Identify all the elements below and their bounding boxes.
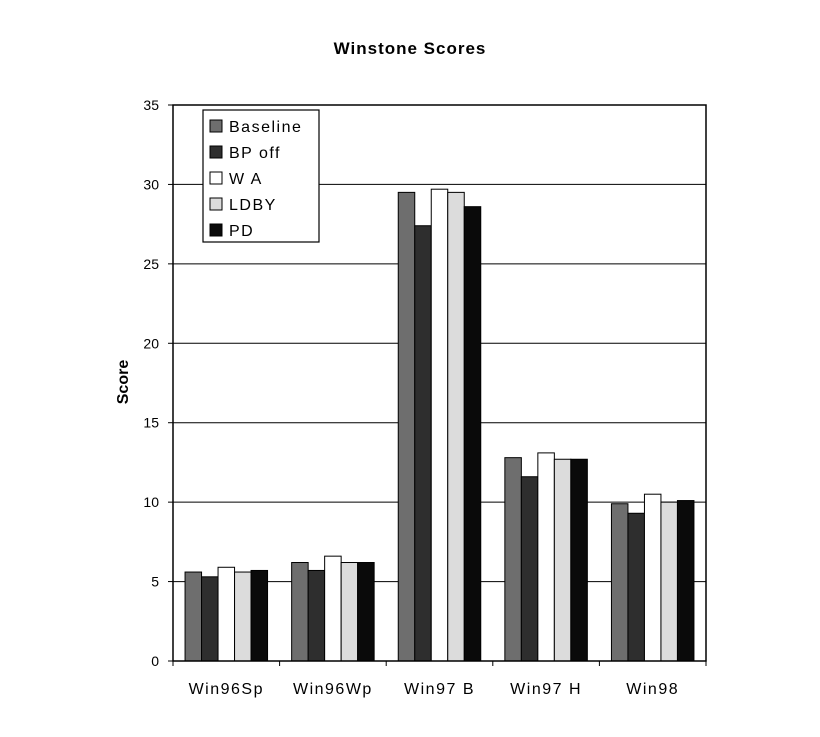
bar-w-a-win98 bbox=[643, 493, 662, 662]
legend-swatch bbox=[209, 197, 223, 211]
legend-swatch bbox=[209, 119, 223, 133]
bar-ldby-win98 bbox=[660, 501, 678, 662]
legend-label: W A bbox=[229, 171, 263, 188]
bar-bp-off-win96wp bbox=[307, 569, 326, 662]
bar-ldby-win97-b bbox=[447, 191, 465, 662]
bar-ldby-win96wp bbox=[340, 562, 359, 662]
y-tick-label: 15 bbox=[143, 415, 159, 431]
legend-swatch bbox=[209, 145, 223, 159]
bar-pd-win96sp bbox=[250, 569, 269, 662]
bar-ldby-win96sp bbox=[234, 571, 252, 662]
legend-swatch bbox=[209, 223, 223, 237]
x-tick-label: Win96Sp bbox=[189, 681, 264, 698]
legend-label: Baseline bbox=[229, 119, 302, 136]
x-tick-label: Win97 H bbox=[510, 681, 582, 698]
legend-label: LDBY bbox=[229, 197, 277, 214]
bar-w-a-win97-h bbox=[537, 452, 555, 662]
y-tick-label: 30 bbox=[143, 176, 159, 192]
plot-frame bbox=[172, 104, 707, 662]
bar-pd-win97-h bbox=[570, 458, 588, 662]
legend-label: PD bbox=[229, 223, 254, 240]
bar-w-a-win96sp bbox=[217, 566, 236, 662]
bars bbox=[184, 188, 695, 662]
y-tick-label: 20 bbox=[143, 335, 159, 351]
bar-bp-off-win97-b bbox=[414, 225, 432, 662]
bar-w-a-win97-b bbox=[430, 188, 449, 662]
chart-title: Winstone Scores bbox=[334, 39, 487, 58]
legend: Baseline BP off W A LDBY PD bbox=[202, 109, 320, 243]
bar-pd-win96wp bbox=[357, 562, 375, 662]
bar-baseline-win97-b bbox=[397, 191, 416, 662]
bar-ldby-win97-h bbox=[553, 458, 572, 662]
bar-baseline-win97-h bbox=[504, 457, 522, 662]
bar-w-a-win96wp bbox=[324, 555, 342, 662]
y-tick-label: 5 bbox=[151, 574, 159, 590]
x-tick-label: Win97 B bbox=[404, 681, 475, 698]
x-tick-label: Win98 bbox=[626, 681, 679, 698]
bar-bp-off-win98 bbox=[627, 512, 645, 662]
legend-swatch bbox=[209, 171, 223, 185]
bar-baseline-win96sp bbox=[184, 571, 203, 662]
y-axis-label: Score bbox=[115, 360, 132, 405]
bar-baseline-win96wp bbox=[291, 562, 309, 662]
y-tick-label: 0 bbox=[151, 653, 159, 669]
bar-pd-win98 bbox=[676, 500, 695, 662]
y-tick-label: 10 bbox=[143, 494, 159, 510]
y-tick-label: 35 bbox=[143, 97, 159, 113]
x-tick-label: Win96Wp bbox=[293, 681, 373, 698]
bar-bp-off-win97-h bbox=[520, 476, 539, 662]
bar-baseline-win98 bbox=[610, 503, 629, 662]
y-tick-label: 25 bbox=[143, 256, 159, 272]
axes: 0 5 10 15 20 25 30 35 Win96Sp Win96Wp Win97 B Win97… bbox=[143, 97, 707, 698]
bar-pd-win97-b bbox=[463, 206, 482, 662]
legend-label: BP off bbox=[229, 145, 281, 162]
bar-bp-off-win96sp bbox=[201, 576, 219, 662]
